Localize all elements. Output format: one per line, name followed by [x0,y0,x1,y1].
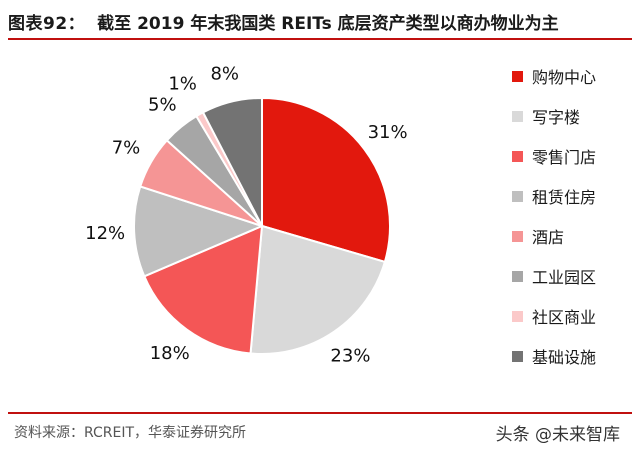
pie-slice-2 [249,224,387,355]
legend-label: 工业园区 [532,268,597,287]
legend-swatch [512,190,523,202]
legend-item-2: 写字楼 [512,102,636,130]
watermark: 头条 @未来智库 [495,425,620,445]
slice-label-4: 12% [85,223,125,244]
legend-item-5: 酒店 [512,222,636,250]
legend-item-7: 社区商业 [512,302,636,330]
legend-swatch [512,230,523,242]
pie-slice-4 [133,185,265,278]
pie-slice-8 [201,96,263,227]
slice-label-8: 8% [210,63,239,84]
legend-swatch [512,150,523,162]
slice-label-7: 1% [168,74,197,95]
pie-slice-1 [261,96,391,264]
legend-item-4: 租赁住房 [512,182,636,210]
legend-item-1: 购物中心 [512,62,636,90]
legend-label: 酒店 [532,228,565,247]
legend-label: 基础设施 [532,348,597,367]
legend-item-8: 基础设施 [512,342,636,370]
slice-label-5: 7% [112,138,141,159]
legend-swatch [512,350,523,362]
footer-rule [8,412,632,414]
legend-label: 社区商业 [532,308,597,327]
legend-item-3: 零售门店 [512,142,636,170]
figure-label: 图表92： [8,13,86,34]
legend-label: 零售门店 [532,148,597,167]
legend-label: 购物中心 [532,68,597,87]
legend-item-6: 工业园区 [512,262,636,290]
title-rule [8,38,632,40]
legend-label: 写字楼 [532,108,581,127]
slice-label-3: 18% [150,343,190,364]
slice-label-1: 31% [368,122,408,143]
legend-swatch [512,110,523,122]
figure-title-bar: 图表92： 截至 2019 年末我国类 REITs 底层资产类型以商办物业为主 [8,6,632,36]
figure-title: 截至 2019 年末我国类 REITs 底层资产类型以商办物业为主 [97,13,559,34]
source-note: 资料来源：RCREIT，华泰证券研究所 [14,425,247,441]
legend: 购物中心写字楼零售门店租赁住房酒店工业园区社区商业基础设施 [512,62,636,382]
legend-swatch [512,70,523,82]
legend-swatch [512,310,523,322]
slice-label-6: 5% [148,95,177,116]
legend-swatch [512,270,523,282]
legend-label: 租赁住房 [532,188,597,207]
pie-slice-3 [142,224,264,355]
slice-label-2: 23% [330,346,370,367]
